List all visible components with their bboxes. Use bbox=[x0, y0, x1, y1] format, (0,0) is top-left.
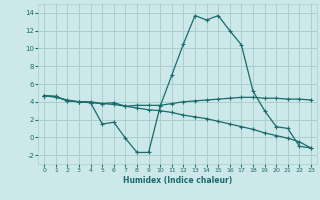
X-axis label: Humidex (Indice chaleur): Humidex (Indice chaleur) bbox=[123, 176, 232, 185]
